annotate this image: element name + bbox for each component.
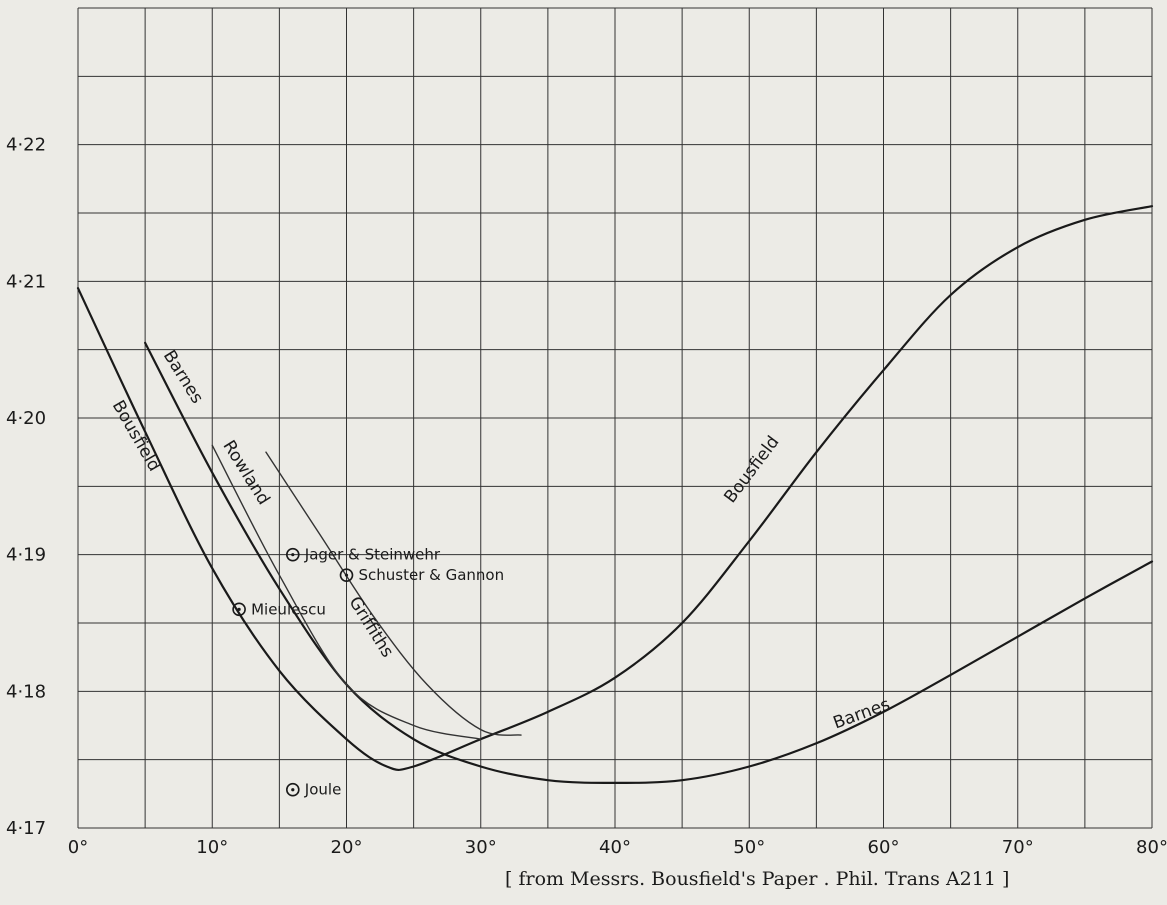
y-tick-label: 4·18 xyxy=(6,681,46,702)
data-points: Jager & Steinwehr Schuster & Gannon Mieule… xyxy=(232,546,505,799)
curve-label: Bousfield xyxy=(720,432,783,507)
point-label-mieulescu: Mieulescu xyxy=(251,600,326,618)
grid xyxy=(77,7,1153,829)
y-tick-label: 4·21 xyxy=(6,271,46,292)
curve-labels: BousfieldBarnesRowlandGriffithsBousfield… xyxy=(108,347,893,734)
point-marker-schuster-gannon xyxy=(339,568,354,582)
x-tick-label: 80° xyxy=(1136,837,1167,858)
x-tick-label: 50° xyxy=(733,837,765,858)
source-annotation: [ from Messrs. Bousfield's Paper . Phil.… xyxy=(505,868,1010,890)
x-tick-label: 30° xyxy=(465,837,497,858)
curve-label: Barnes xyxy=(159,347,207,408)
x-tick-label: 70° xyxy=(1002,837,1034,858)
point-label-schuster-gannon: Schuster & Gannon xyxy=(359,566,505,584)
curves xyxy=(76,205,1154,784)
x-tick-label: 20° xyxy=(331,837,363,858)
series-line-bousfield xyxy=(76,205,1154,772)
x-tick-label: 40° xyxy=(599,837,631,858)
point-label-joule: Joule xyxy=(304,781,342,799)
y-tick-label: 4·17 xyxy=(6,818,46,839)
point-marker-joule xyxy=(285,782,300,797)
point-label-jager-steinwehr: Jager & Steinwehr xyxy=(304,546,441,564)
y-tick-label: 4·19 xyxy=(6,545,46,566)
point-center-mieulescu xyxy=(237,607,241,611)
y-tick-label: 4·20 xyxy=(6,408,46,429)
point-center-jager-steinwehr xyxy=(291,553,295,557)
x-tick-label: 10° xyxy=(196,837,228,858)
point-center-joule xyxy=(291,788,295,792)
curve-label: Griffiths xyxy=(344,593,397,661)
series-line-barnes xyxy=(144,341,1154,784)
point-marker-jager-steinwehr xyxy=(285,547,300,562)
point-marker-mieulescu xyxy=(232,602,246,617)
series-line-griffiths xyxy=(265,451,522,736)
tick-labels: 0° 10° 20° 30° 40° 50° 60° 70° 80° 4·17 4·18 4·19 4·… xyxy=(6,135,1167,858)
curve-label: Bousfield xyxy=(108,397,165,475)
series-line-rowland xyxy=(211,444,482,740)
x-tick-label: 0° xyxy=(68,837,88,858)
point-center-schuster-gannon xyxy=(344,573,349,577)
y-tick-label: 4·22 xyxy=(6,135,46,156)
x-tick-label: 60° xyxy=(868,837,900,858)
